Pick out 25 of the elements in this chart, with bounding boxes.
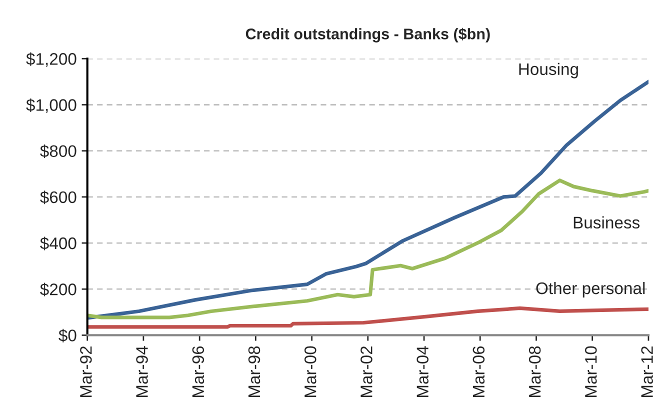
y-tick-label: $800 bbox=[40, 144, 76, 158]
x-tick-label: Mar-98 bbox=[248, 346, 260, 398]
line-series bbox=[87, 306, 648, 329]
y-tick-label: $600 bbox=[40, 190, 76, 204]
x-tick-label: Mar-12 bbox=[641, 346, 653, 398]
y-tick-label: $0 bbox=[58, 328, 76, 342]
x-tick-label: Mar-96 bbox=[192, 346, 204, 398]
y-tick-label: $400 bbox=[40, 236, 76, 250]
y-tick-label: $200 bbox=[40, 282, 76, 296]
series-label: Other personal bbox=[536, 282, 645, 298]
x-tick-label: Mar-02 bbox=[360, 346, 372, 398]
x-tick-label: Mar-00 bbox=[304, 346, 316, 398]
text: Housing bbox=[519, 62, 578, 78]
y-tick-label: $1,000 bbox=[26, 98, 76, 113]
x-tick-label: Mar-04 bbox=[416, 346, 429, 398]
x-tick-label: Mar-92 bbox=[80, 346, 92, 398]
line-series bbox=[87, 80, 648, 320]
series-label: Business bbox=[574, 216, 640, 229]
line-series bbox=[87, 178, 648, 320]
x-tick-label: Mar-08 bbox=[528, 346, 541, 398]
y-tick-label: $1,200 bbox=[26, 52, 76, 67]
x-tick-label: Mar-06 bbox=[472, 346, 485, 398]
x-tick-label: Mar-94 bbox=[136, 346, 148, 398]
x-tick-label: Mar-10 bbox=[585, 346, 597, 398]
chart-title: Credit outstandings - Banks ($bn) bbox=[246, 28, 490, 42]
